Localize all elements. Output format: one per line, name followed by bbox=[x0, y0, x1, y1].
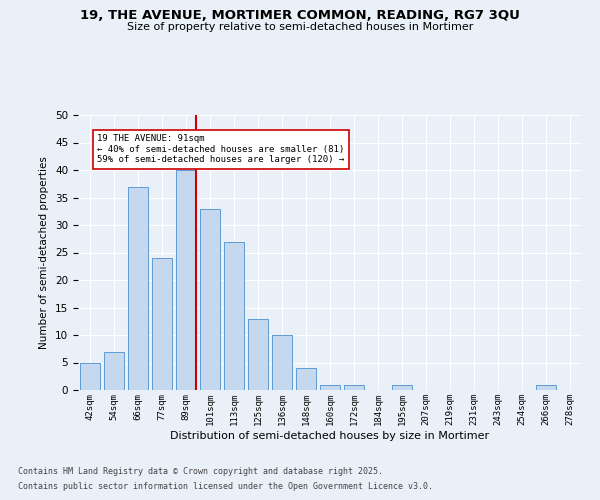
Bar bbox=[80, 362, 100, 390]
Bar bbox=[176, 170, 196, 390]
Bar bbox=[248, 318, 268, 390]
Text: Contains HM Land Registry data © Crown copyright and database right 2025.: Contains HM Land Registry data © Crown c… bbox=[18, 467, 383, 476]
Y-axis label: Number of semi-detached properties: Number of semi-detached properties bbox=[40, 156, 49, 349]
Bar bbox=[392, 384, 412, 390]
Bar bbox=[320, 384, 340, 390]
Bar bbox=[344, 384, 364, 390]
Bar bbox=[224, 242, 244, 390]
Text: Size of property relative to semi-detached houses in Mortimer: Size of property relative to semi-detach… bbox=[127, 22, 473, 32]
Bar bbox=[272, 335, 292, 390]
Bar bbox=[152, 258, 172, 390]
Bar bbox=[200, 208, 220, 390]
X-axis label: Distribution of semi-detached houses by size in Mortimer: Distribution of semi-detached houses by … bbox=[170, 430, 490, 440]
Text: Contains public sector information licensed under the Open Government Licence v3: Contains public sector information licen… bbox=[18, 482, 433, 491]
Bar bbox=[296, 368, 316, 390]
Bar bbox=[128, 186, 148, 390]
Bar bbox=[104, 352, 124, 390]
Text: 19, THE AVENUE, MORTIMER COMMON, READING, RG7 3QU: 19, THE AVENUE, MORTIMER COMMON, READING… bbox=[80, 9, 520, 22]
Bar bbox=[536, 384, 556, 390]
Text: 19 THE AVENUE: 91sqm
← 40% of semi-detached houses are smaller (81)
59% of semi-: 19 THE AVENUE: 91sqm ← 40% of semi-detac… bbox=[97, 134, 344, 164]
